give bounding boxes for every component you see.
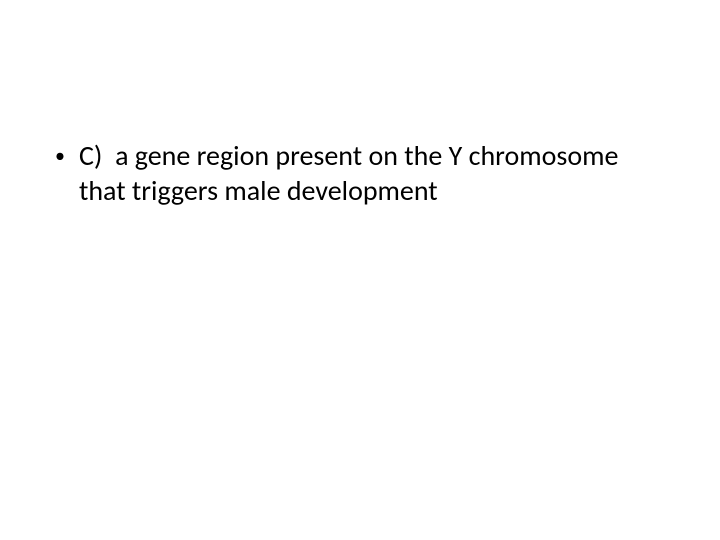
- option-label: C): [79, 138, 102, 173]
- bullet-text: C) a gene region present on the Y chromo…: [79, 138, 660, 208]
- bullet-item: • C) a gene region present on the Y chro…: [55, 138, 660, 208]
- option-text: a gene region present on the Y chromosom…: [79, 138, 618, 208]
- slide-content: • C) a gene region present on the Y chro…: [0, 0, 720, 208]
- bullet-marker: •: [55, 144, 65, 168]
